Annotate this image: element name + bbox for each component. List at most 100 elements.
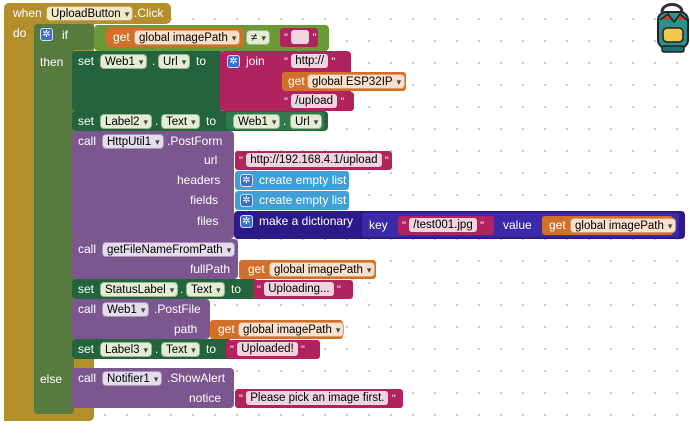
property-dropdown-text[interactable]: Text (186, 282, 225, 297)
text-key-block[interactable]: " /test001.jpg " (398, 216, 494, 235)
value-label: value (503, 218, 532, 232)
quote-close: " (391, 393, 396, 405)
property-dropdown-text[interactable]: Text (161, 342, 200, 357)
component-dropdown-web1[interactable]: Web1 (233, 114, 281, 129)
call-label: call (78, 302, 97, 316)
text-uploading-value[interactable]: Uploading... (264, 282, 334, 296)
to-label: to (206, 342, 217, 356)
component-dropdown-statuslabel[interactable]: StatusLabel (100, 282, 179, 297)
quote-open: " (284, 96, 288, 108)
then-label: then (40, 55, 64, 69)
dot-label: . (155, 342, 159, 356)
quote-open: " (239, 155, 243, 167)
set-label: set (78, 282, 95, 296)
component-dropdown-label3[interactable]: Label3 (100, 342, 153, 357)
fullpath-param-label: fullPath (190, 262, 231, 276)
quote-open: " (284, 56, 288, 68)
variable-dropdown[interactable]: global imagePath (269, 262, 376, 277)
compare-operator-dropdown[interactable]: ≠ (246, 30, 270, 45)
quote-open: " (230, 344, 234, 356)
text-uploaded-value[interactable]: Uploaded! (237, 342, 298, 356)
get-label: get (113, 30, 130, 44)
quote-close: " (301, 344, 305, 356)
empty-string-block[interactable]: " " (280, 28, 318, 47)
backpack-icon[interactable] (654, 2, 690, 62)
if-block-else-arm (34, 364, 74, 368)
method-label: .PostFile (154, 302, 201, 316)
text-url-value[interactable]: http://192.168.4.1/upload (246, 153, 382, 167)
property-dropdown-url[interactable]: Url (290, 114, 323, 129)
component-dropdown-notifier1[interactable]: Notifier1 (102, 371, 163, 386)
text-uploading-block[interactable]: " Uploading... " (253, 280, 353, 299)
gear-icon[interactable]: ✲ (40, 28, 53, 41)
quote-close: " (340, 96, 345, 108)
gear-icon[interactable]: ✲ (240, 174, 253, 187)
quote-open: " (402, 220, 406, 232)
component-dropdown-label2[interactable]: Label2 (100, 114, 153, 129)
get-label: get (218, 322, 235, 336)
text-notice-block[interactable]: " Please pick an image first. " (235, 389, 403, 408)
dot-label: . (180, 282, 184, 296)
gear-icon[interactable]: ✲ (227, 55, 240, 68)
do-label: do (13, 26, 27, 40)
set-label: set (78, 54, 95, 68)
dot-label: . (155, 114, 159, 128)
property-dropdown-url[interactable]: Url (158, 54, 191, 69)
text-http-value[interactable]: http:// (291, 54, 329, 68)
text-url-block[interactable]: " http://192.168.4.1/upload " (235, 151, 392, 170)
variable-dropdown[interactable]: global imagePath (238, 322, 345, 337)
dot-label: . (152, 54, 156, 68)
variable-dropdown[interactable]: global imagePath (134, 30, 241, 45)
call-label: call (78, 371, 97, 385)
get-label: get (288, 74, 305, 88)
dictionary-label: make a dictionary (259, 214, 354, 228)
create-empty-list-block-headers[interactable] (235, 171, 349, 190)
dot-label: . (283, 114, 287, 128)
variable-dropdown[interactable]: global ESP32IP (307, 74, 406, 89)
fields-param-label: fields (190, 193, 219, 207)
text-upload-block[interactable]: " /upload " (280, 92, 354, 111)
else-label: else (40, 372, 63, 386)
to-label: to (196, 54, 207, 68)
procedure-dropdown[interactable]: getFileNameFromPath (102, 242, 236, 257)
create-empty-list-block-fields[interactable] (235, 191, 349, 210)
text-uploaded-block[interactable]: " Uploaded! " (226, 340, 320, 359)
gear-icon[interactable]: ✲ (240, 194, 253, 207)
component-dropdown-web1[interactable]: Web1 (100, 54, 148, 69)
gear-icon[interactable]: ✲ (240, 215, 253, 228)
if-block[interactable] (34, 24, 74, 414)
set-label: set (78, 342, 95, 356)
method-label: .PostForm (167, 134, 223, 148)
component-dropdown-httputil1[interactable]: HttpUtil1 (102, 134, 164, 149)
quote-close: " (331, 56, 336, 68)
component-dropdown-web1[interactable]: Web1 (102, 302, 150, 317)
quote-open: " (257, 284, 261, 296)
variable-dropdown[interactable]: global imagePath (570, 218, 677, 233)
headers-value-label: create empty list (259, 173, 347, 187)
text-upload-value[interactable]: /upload (291, 94, 337, 108)
quote-open: " (239, 393, 243, 405)
property-dropdown-text[interactable]: Text (161, 114, 200, 129)
text-http-block[interactable]: " http:// " (280, 52, 346, 71)
to-label: to (206, 114, 217, 128)
notice-param-label: notice (189, 391, 222, 405)
get-label: get (549, 218, 566, 232)
event-component-dropdown[interactable]: UploadButton (46, 6, 134, 21)
key-label: key (369, 218, 388, 232)
empty-string-value[interactable] (291, 30, 310, 44)
text-key-value[interactable]: /test001.jpg (409, 218, 477, 232)
path-param-label: path (174, 322, 198, 336)
url-param-label: url (204, 153, 218, 167)
quote-close: " (336, 284, 341, 296)
text-notice-value[interactable]: Please pick an image first. (246, 391, 389, 405)
fields-value-label: create empty list (259, 193, 347, 207)
to-label: to (231, 282, 242, 296)
quote-open: " (284, 32, 288, 44)
call-label: call (78, 242, 97, 256)
quote-close: " (480, 220, 484, 232)
call-label: call (78, 134, 97, 148)
join-label: join (246, 54, 265, 68)
files-param-label: files (197, 214, 219, 228)
set-web1-url-block[interactable] (72, 51, 224, 111)
call-httputil1-postform-block[interactable] (72, 131, 234, 239)
